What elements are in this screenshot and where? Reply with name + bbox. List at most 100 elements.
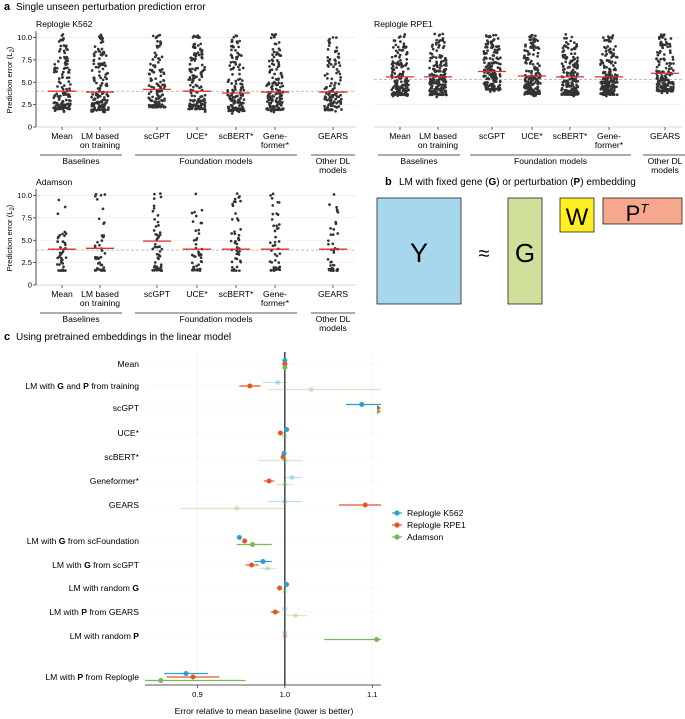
data-point: [190, 81, 194, 84]
data-point: [332, 65, 335, 69]
data-point: [655, 69, 658, 73]
x-tick-label: scGPT: [144, 289, 171, 299]
data-point: [151, 95, 154, 99]
data-point: [491, 57, 495, 61]
data-point: [153, 105, 157, 108]
data-point: [573, 47, 577, 51]
data-point: [329, 227, 332, 230]
row-label-bold: G: [59, 536, 66, 546]
data-point: [103, 193, 107, 196]
data-point: [568, 65, 571, 69]
data-point: [94, 50, 97, 54]
data-point: [93, 102, 97, 105]
data-point: [90, 102, 94, 105]
data-point: [264, 566, 270, 571]
data-point: [603, 70, 607, 74]
x-tick-label: Mean: [51, 131, 73, 141]
x-tick-label: GEARS: [318, 131, 348, 141]
data-point: [336, 269, 339, 272]
data-point: [93, 106, 97, 110]
data-point: [432, 81, 435, 85]
data-point: [236, 107, 239, 110]
data-point: [612, 68, 616, 72]
row-label-part: LM with: [49, 607, 81, 617]
data-point: [562, 49, 566, 52]
data-point: [277, 64, 281, 68]
data-point: [403, 84, 407, 87]
data-point: [272, 266, 276, 269]
data-point: [340, 108, 343, 111]
data-point: [274, 42, 278, 46]
data-point: [278, 268, 282, 272]
data-point: [390, 55, 394, 59]
data-point: [196, 66, 200, 70]
data-point: [279, 54, 282, 58]
data-point: [93, 45, 97, 48]
y-axis-label-subscript: 2: [10, 207, 16, 211]
data-point: [486, 39, 489, 43]
data-point: [159, 74, 163, 78]
data-point: [393, 84, 396, 88]
data-point: [234, 257, 237, 260]
data-point: [62, 44, 66, 47]
data-point: [193, 98, 196, 102]
data-point: [231, 44, 234, 48]
data-point: [327, 93, 331, 97]
data-point: [155, 91, 159, 95]
data-point: [192, 85, 195, 89]
data-point: [64, 106, 68, 109]
data-point: [198, 78, 201, 82]
data-point: [198, 269, 202, 273]
data-point: [443, 41, 446, 44]
data-point: [571, 68, 575, 72]
data-point: [96, 96, 100, 99]
data-point: [270, 196, 274, 200]
data-point: [571, 84, 575, 87]
data-point: [486, 85, 489, 89]
y-tick-label: 10.0: [17, 33, 32, 42]
data-point: [98, 261, 102, 265]
data-point: [281, 84, 285, 88]
data-point: [329, 264, 332, 267]
data-point: [657, 82, 661, 86]
data-point: [279, 101, 282, 105]
data-point: [230, 112, 234, 115]
row-label-bold: P: [133, 631, 139, 641]
data-point: [102, 221, 106, 224]
data-point: [404, 63, 407, 67]
x-tick-label: GEARS: [318, 289, 348, 299]
x-tick-label: scGPT: [479, 131, 506, 141]
data-point: [271, 192, 275, 196]
data-point: [608, 85, 612, 88]
data-point: [658, 51, 661, 55]
data-point: [390, 88, 394, 92]
data-point: [268, 260, 272, 263]
data-point: [265, 107, 268, 111]
data-point: [615, 80, 618, 84]
data-point: [59, 47, 62, 51]
row-label-part: from Replogle: [83, 672, 139, 682]
data-point: [193, 45, 197, 49]
data-point: [90, 95, 93, 99]
data-point: [573, 62, 577, 65]
data-point: [401, 70, 405, 74]
data-point: [276, 200, 280, 204]
data-point: [437, 69, 441, 73]
data-point: [284, 582, 290, 587]
data-point: [241, 107, 245, 110]
data-point: [522, 56, 526, 60]
data-point: [394, 61, 397, 65]
data-point: [203, 104, 207, 108]
data-point: [393, 72, 397, 75]
data-point: [524, 44, 527, 48]
title-part-bold: P: [574, 177, 581, 188]
data-point: [614, 55, 618, 59]
data-point: [62, 84, 66, 87]
data-point: [484, 57, 488, 60]
data-point: [570, 87, 574, 91]
data-point: [483, 68, 487, 72]
data-point: [435, 38, 439, 42]
data-point: [656, 59, 660, 63]
data-point: [195, 102, 199, 105]
